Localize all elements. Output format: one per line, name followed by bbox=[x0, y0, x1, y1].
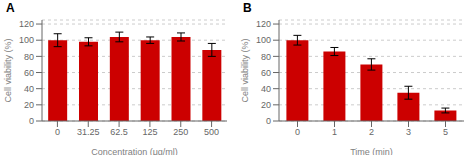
svg-text:250: 250 bbox=[173, 127, 188, 137]
svg-text:120: 120 bbox=[19, 19, 34, 29]
svg-text:125: 125 bbox=[142, 127, 157, 137]
svg-text:5: 5 bbox=[443, 127, 448, 137]
svg-text:Concentration (μg/ml): Concentration (μg/ml) bbox=[91, 147, 178, 155]
svg-text:1: 1 bbox=[332, 127, 337, 137]
svg-text:20: 20 bbox=[261, 100, 271, 110]
svg-text:60: 60 bbox=[261, 68, 271, 78]
svg-text:40: 40 bbox=[261, 84, 271, 94]
svg-text:Time (min): Time (min) bbox=[350, 147, 393, 155]
svg-text:Cell viability (%): Cell viability (%) bbox=[240, 38, 250, 102]
html-text:B: B bbox=[243, 1, 252, 15]
svg-text:500: 500 bbox=[204, 127, 219, 137]
svg-text:80: 80 bbox=[261, 52, 271, 62]
svg-text:100: 100 bbox=[256, 35, 271, 45]
svg-text:0: 0 bbox=[295, 127, 300, 137]
svg-text:100: 100 bbox=[19, 35, 34, 45]
svg-text:40: 40 bbox=[24, 84, 34, 94]
svg-text:62.5: 62.5 bbox=[110, 127, 128, 137]
svg-text:0: 0 bbox=[29, 116, 34, 126]
svg-text:80: 80 bbox=[24, 52, 34, 62]
svg-text:0: 0 bbox=[266, 116, 271, 126]
svg-text:3: 3 bbox=[406, 127, 411, 137]
svg-text:31.25: 31.25 bbox=[77, 127, 100, 137]
html-text:A: A bbox=[6, 1, 15, 15]
svg-text:120: 120 bbox=[256, 19, 271, 29]
svg-text:Cell viability (%): Cell viability (%) bbox=[8, 38, 13, 102]
svg-text:0: 0 bbox=[55, 127, 60, 137]
svg-text:60: 60 bbox=[24, 68, 34, 78]
svg-text:20: 20 bbox=[24, 100, 34, 110]
svg-text:2: 2 bbox=[369, 127, 374, 137]
